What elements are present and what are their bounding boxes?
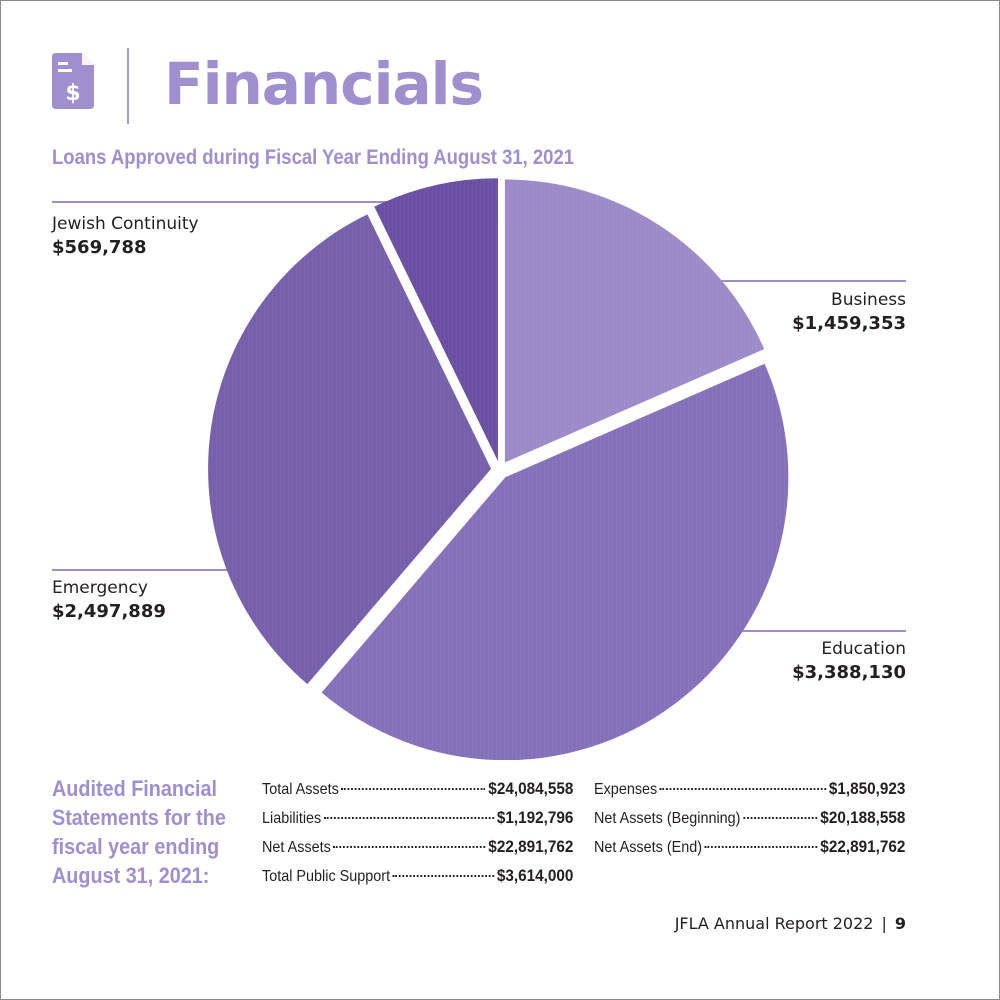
financial-row: Liabilities $1,192,796 (262, 808, 573, 837)
financial-label: Net Assets (Beginning) (594, 810, 741, 827)
footer-separator: | (881, 914, 887, 933)
slice-label-name: Emergency (52, 578, 148, 598)
financial-label: Net Assets (End) (594, 839, 703, 856)
label-business: Business $1,459,353 (792, 288, 906, 336)
pie-slice-texture (374, 178, 498, 462)
slice-label-value: $1,459,353 (792, 313, 906, 334)
financial-row: Net Assets (End) $22,891,762 (594, 837, 905, 866)
pie-chart (52, 178, 906, 760)
slice-label-name: Jewish Continuity (52, 214, 199, 234)
page-number: 9 (894, 914, 906, 933)
slice-label-value: $569,788 (52, 237, 147, 258)
slice-label-name: Business (831, 290, 906, 310)
label-emergency: Emergency $2,497,889 (52, 576, 166, 624)
pie-slice-texture (208, 214, 492, 685)
financial-value: $22,891,762 (488, 837, 574, 856)
pie-slice-texture (321, 363, 789, 760)
financial-label: Expenses (594, 781, 658, 798)
audited-heading: Audited Financial Statements for the fis… (52, 776, 226, 888)
slice-label-value: $2,497,889 (52, 601, 166, 622)
financial-value: $20,188,558 (820, 808, 906, 827)
header-divider (127, 48, 129, 124)
financial-value: $1,192,796 (496, 808, 574, 827)
financial-value: $3,614,000 (496, 866, 574, 885)
financial-row: Net Assets (Beginning) $20,188,558 (594, 808, 905, 837)
chart-title: Loans Approved during Fiscal Year Ending… (52, 146, 575, 169)
financials-left-column: Total Assets $24,084,558 Liabilities $1,19… (262, 779, 608, 895)
financial-value: $22,891,762 (820, 837, 906, 856)
slice-label-value: $3,388,130 (792, 662, 906, 683)
financials-right-column: Expenses $1,850,923 Net Assets (Beginning… (594, 779, 940, 866)
footer-report-name: JFLA Annual Report 2022 (674, 914, 874, 933)
pie-slice-texture (504, 179, 765, 463)
page-footer: JFLA Annual Report 2022 | 9 (675, 914, 906, 933)
label-jewish-continuity: Jewish Continuity $569,788 (52, 212, 199, 260)
financial-value: $1,850,923 (828, 779, 906, 798)
financial-row: Total Public Support $3,614,000 (262, 866, 573, 895)
financial-row: Net Assets $22,891,762 (262, 837, 573, 866)
svg-text:$: $ (65, 81, 80, 106)
financial-label: Total Assets (262, 781, 339, 798)
financial-label: Total Public Support (262, 868, 391, 885)
financial-value: $24,084,558 (488, 779, 574, 798)
label-education: Education $3,388,130 (792, 637, 906, 685)
page-title: Financials (164, 50, 484, 118)
financial-row: Total Assets $24,084,558 (262, 779, 573, 808)
financial-row: Expenses $1,850,923 (594, 779, 905, 808)
financial-label: Liabilities (262, 810, 322, 827)
invoice-dollar-icon: $ (52, 53, 94, 109)
slice-label-name: Education (821, 639, 906, 659)
financial-label: Net Assets (262, 839, 331, 856)
